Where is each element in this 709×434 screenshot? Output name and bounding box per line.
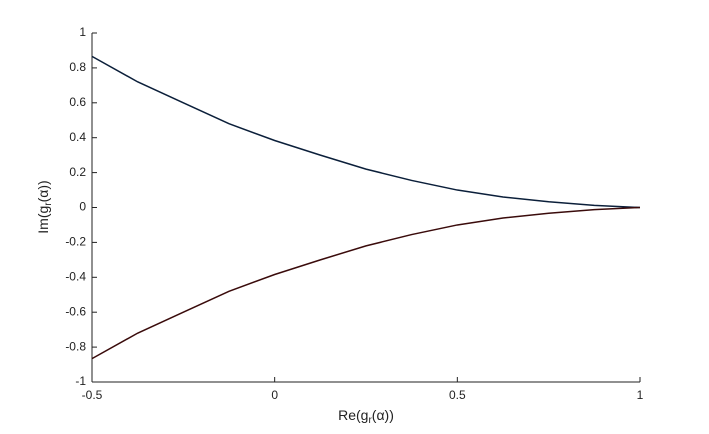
x-label-sub: r: [368, 415, 372, 426]
y-tick-label: 0.6: [69, 95, 86, 109]
y-tick-label: 0: [79, 200, 86, 214]
data-line: [91, 55, 641, 209]
y-tick-label: 0.8: [69, 60, 86, 74]
y-label-part: (α)): [35, 180, 51, 202]
y-tick-label: -0.6: [65, 304, 86, 318]
data-line: [91, 206, 641, 360]
x-tick-label: 0.5: [449, 388, 466, 402]
y-axis-label: Im(gr(α)): [35, 180, 54, 233]
x-tick-label: 1: [637, 388, 644, 402]
y-tick-label: -0.4: [65, 269, 86, 283]
x-label-part: Re(g: [338, 407, 368, 423]
x-label-part: (α)): [372, 407, 394, 423]
y-tick-label: -0.8: [65, 339, 86, 353]
x-tick-label: 0: [271, 388, 278, 402]
y-label-part: Im(g: [35, 206, 51, 234]
x-axis-label: Re(gr(α)): [338, 407, 394, 426]
x-tick-label: -0.5: [82, 388, 103, 402]
y-tick-label: 0.4: [69, 130, 86, 144]
y-tick-label: 1: [79, 25, 86, 39]
y-tick-label: -0.2: [65, 235, 86, 249]
y-tick-label: -1: [75, 374, 86, 388]
y-tick-label: 0.2: [69, 165, 86, 179]
y-label-sub: r: [43, 202, 54, 206]
